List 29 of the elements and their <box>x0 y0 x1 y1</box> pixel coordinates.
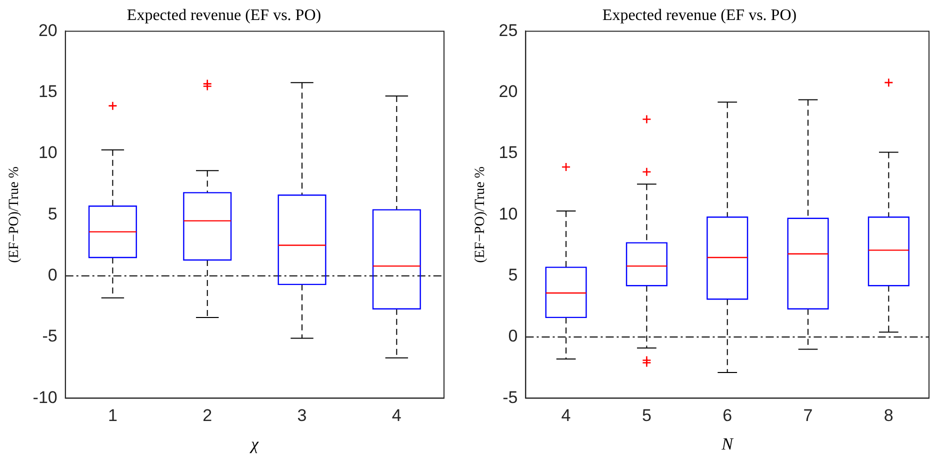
x-axis-title: χ <box>248 434 259 454</box>
y-tick-label: 10 <box>38 143 58 162</box>
x-tick-label: 6 <box>722 406 732 426</box>
chart-title: Expected revenue (EF vs. PO) <box>602 6 797 24</box>
x-tick-label: 5 <box>642 406 652 426</box>
y-tick-label: 5 <box>48 204 58 224</box>
x-tick-label: 3 <box>297 406 307 426</box>
y-tick-label: 10 <box>498 204 518 224</box>
x-tick-label: 4 <box>561 406 571 426</box>
x-axis-title: N <box>720 434 735 454</box>
y-tick-label: -5 <box>502 388 518 407</box>
x-tick-label: 4 <box>392 406 402 426</box>
y-tick-label: 0 <box>508 326 518 346</box>
y-axis-title: (EF−PO)/True % <box>7 166 22 263</box>
y-tick-label: 5 <box>508 266 518 285</box>
x-tick-label: 1 <box>108 406 118 426</box>
x-tick-label: 7 <box>803 406 813 426</box>
y-tick-label: 15 <box>498 143 518 162</box>
y-tick-label: 20 <box>498 82 518 102</box>
y-tick-label: 0 <box>48 266 58 285</box>
x-tick-label: 2 <box>202 406 212 426</box>
y-tick-label: -10 <box>32 388 58 407</box>
y-tick-label: 20 <box>38 20 58 40</box>
x-tick-label: 8 <box>884 406 894 426</box>
chart-title: Expected revenue (EF vs. PO) <box>126 6 322 24</box>
y-tick-label: 25 <box>498 20 518 40</box>
y-tick-label: 15 <box>38 82 58 102</box>
y-tick-label: -5 <box>42 326 58 346</box>
y-axis-title: (EF−PO)/True % <box>473 166 488 263</box>
